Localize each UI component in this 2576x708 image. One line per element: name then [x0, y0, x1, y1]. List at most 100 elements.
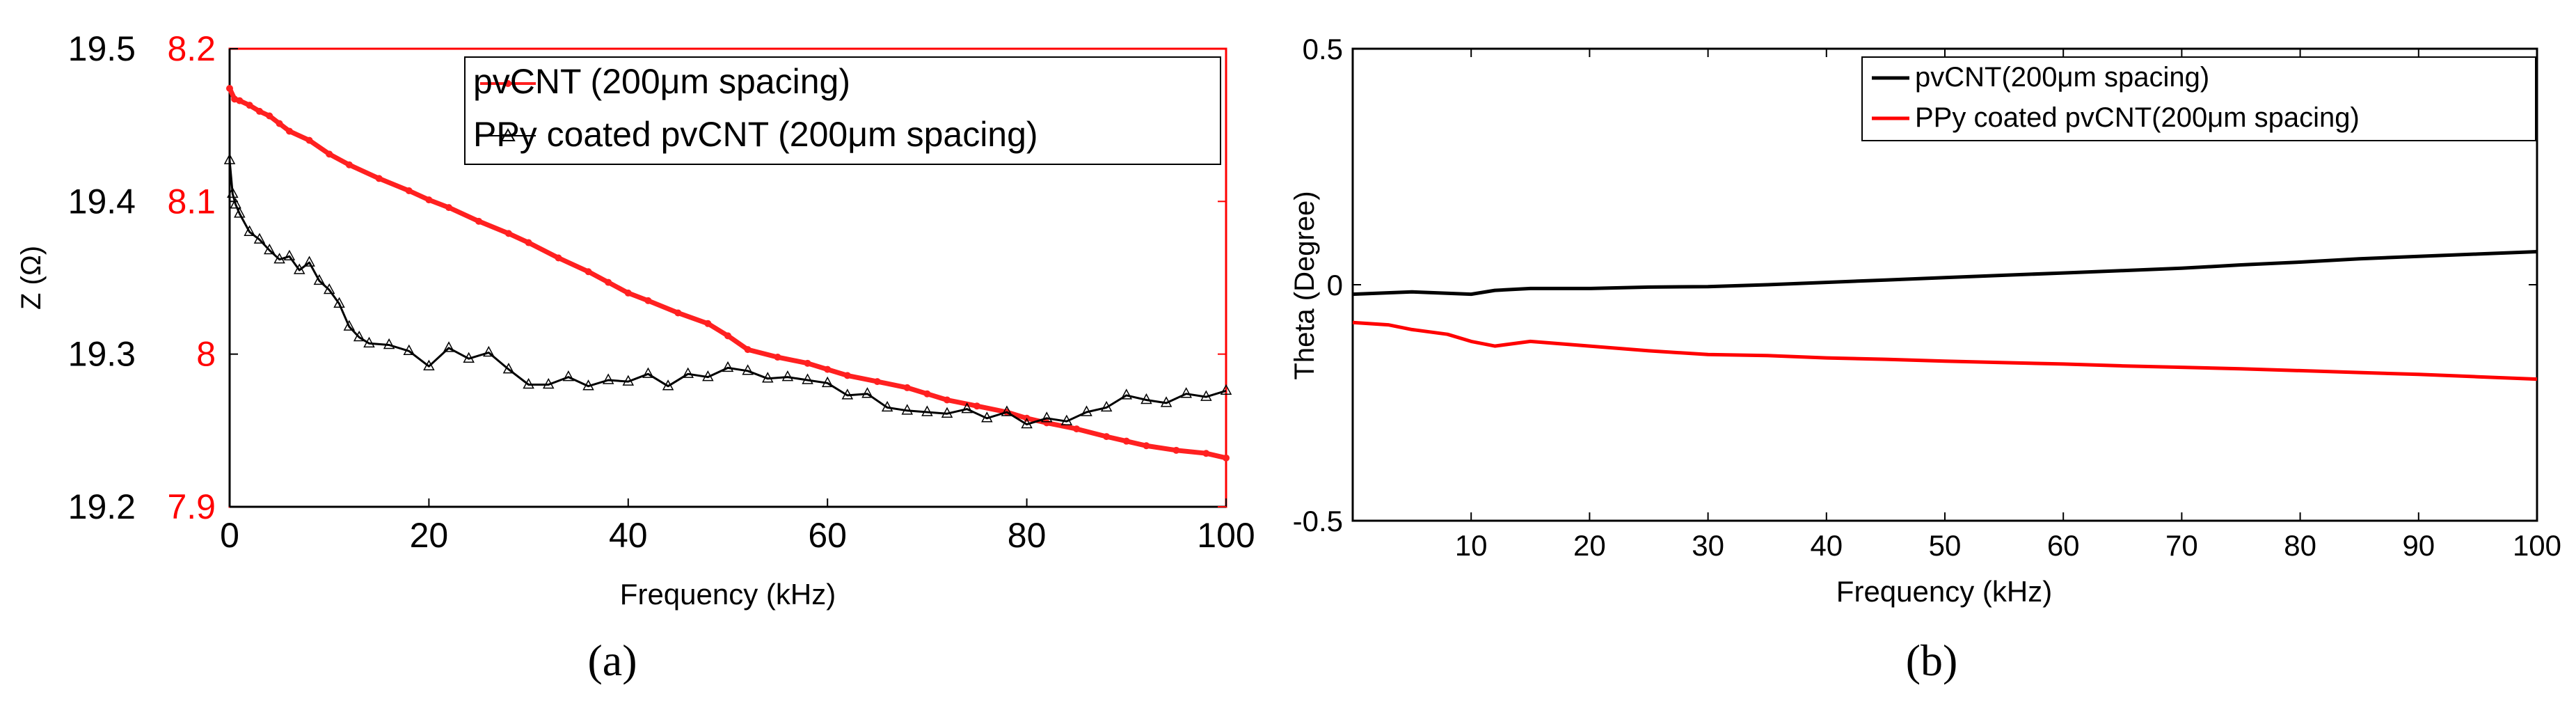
- a-series-0-point: [405, 187, 413, 194]
- b-y-tick-label: 0: [1327, 269, 1343, 301]
- legend-a-pvcnt-label: pvCNT (200μm spacing): [473, 62, 850, 101]
- a-series-1-point: [343, 320, 356, 331]
- a-series-0-point: [724, 332, 731, 340]
- b-x-tick-label: 40: [1810, 529, 1843, 562]
- a-series-0-point: [644, 297, 652, 304]
- b-series-0-line: [1352, 250, 2538, 297]
- a-series-0-point: [255, 107, 263, 115]
- panel-b: 10 20 30 40 50 60 70 80 90 100 -0.5 0 0.5 pvCNT(200μ…: [1289, 33, 2561, 685]
- a-series-1-point: [1081, 405, 1092, 416]
- legend-b-ppy-label: PPy coated pvCNT(200μm spacing): [1915, 102, 2360, 133]
- b-x-tick-label: 20: [1573, 529, 1606, 562]
- a-series-1-point: [244, 225, 255, 236]
- a-series-1-point: [234, 207, 246, 218]
- a-series-1-point: [463, 352, 475, 363]
- a-series-1-point: [303, 255, 315, 267]
- a-series-1-point: [227, 187, 239, 198]
- a-series-0-point: [1223, 454, 1230, 462]
- b-x-tick-label: 50: [1929, 529, 1962, 562]
- legend-a-ppy-label: PPy coated pvCNT (200μm spacing): [473, 115, 1038, 154]
- a-series-0-point: [375, 175, 383, 182]
- a-series-1-point: [981, 411, 993, 423]
- panel-a-ticks-layer: 0 20 40 60 80 100 19.2 19.3 19.4 19.5 7.9 8 8.1 8.2: [68, 29, 1255, 555]
- a-series-0-point: [266, 112, 273, 120]
- a-series-0-point: [305, 136, 313, 144]
- a-y-right-tick-label: 7.9: [167, 487, 216, 526]
- panel-a: 0 20 40 60 80 100 19.2 19.3 19.4 19.5 7.9 8 8.1 8.2 p…: [16, 29, 1255, 685]
- a-series-1-point: [1220, 384, 1232, 395]
- panel-a-x-axis-label: Frequency (kHz): [620, 578, 836, 611]
- panel-a-y-axis-label: Z (Ω): [16, 246, 47, 310]
- a-series-1-point: [443, 341, 455, 352]
- a-y-left-tick-label: 19.2: [68, 487, 136, 526]
- a-series-1-point: [1200, 390, 1212, 401]
- a-series-1-point: [562, 370, 575, 381]
- a-series-1-point: [1140, 393, 1152, 404]
- a-series-0-point: [555, 254, 562, 262]
- a-series-0-point: [873, 378, 881, 386]
- a-y-right-tick-label: 8.2: [167, 29, 216, 68]
- legend-a-pvcnt-marker: [504, 80, 511, 87]
- a-series-1-line: [228, 159, 1227, 426]
- panel-b-legend-box: [1861, 56, 2536, 141]
- b-y-tick-label: 0.5: [1303, 33, 1343, 65]
- a-x-tick-label: 0: [220, 516, 239, 555]
- a-series-1-point: [781, 370, 794, 381]
- a-series-1-point: [742, 364, 754, 375]
- a-series-1-point: [1021, 417, 1033, 429]
- a-series-1-point: [642, 367, 654, 378]
- a-series-0-point: [1143, 442, 1150, 450]
- a-series-1-point: [403, 344, 415, 356]
- a-series-1-point: [353, 330, 365, 342]
- a-series-1-point: [821, 376, 834, 388]
- a-series-1-point: [383, 338, 395, 349]
- a-series-0-point: [236, 97, 244, 104]
- a-series-0-point: [1073, 425, 1081, 433]
- b-x-tick-label: 90: [2402, 529, 2435, 562]
- a-series-1-point: [323, 283, 335, 294]
- panel-a-caption: (a): [587, 636, 637, 685]
- panel-a-series-layer: [223, 85, 1232, 462]
- a-series-1-point: [1001, 405, 1013, 416]
- a-series-0-point: [1172, 446, 1180, 454]
- panel-b-caption: (b): [1906, 636, 1958, 685]
- a-series-0-point: [1103, 433, 1111, 441]
- a-series-0-point: [285, 127, 293, 135]
- a-series-1-point: [762, 372, 774, 383]
- a-series-1-point: [1120, 388, 1133, 400]
- a-series-1-point: [941, 407, 953, 418]
- a-series-0-point: [1202, 450, 1210, 457]
- a-x-tick-label: 100: [1197, 516, 1255, 555]
- a-series-1-point: [622, 375, 635, 386]
- a-series-1-point: [363, 336, 375, 348]
- a-x-tick-label: 20: [410, 516, 449, 555]
- a-series-1-point: [483, 345, 495, 357]
- a-y-left-tick-label: 19.3: [68, 335, 136, 374]
- a-series-1-point: [1160, 396, 1172, 407]
- a-series-0-point: [824, 365, 832, 373]
- a-series-1-point: [722, 361, 734, 372]
- a-series-0-point: [843, 372, 851, 379]
- a-series-1-point: [502, 363, 515, 374]
- a-y-right-tick-label: 8.1: [167, 182, 216, 221]
- a-series-1-point: [223, 153, 236, 164]
- b-series-1-line: [1352, 320, 2538, 381]
- a-series-0-point: [973, 402, 980, 410]
- a-series-1-point: [264, 243, 276, 255]
- a-series-1-point: [662, 379, 674, 391]
- b-x-tick-label: 60: [2047, 529, 2080, 562]
- a-series-1-point: [841, 388, 854, 400]
- a-series-0-point: [605, 278, 612, 286]
- a-series-0-point: [345, 161, 353, 168]
- a-y-right-tick-label: 8: [196, 335, 216, 374]
- a-series-1-point: [802, 373, 813, 384]
- b-y-tick-label: -0.5: [1293, 505, 1343, 537]
- panel-a-legend-box: [464, 56, 1221, 165]
- a-series-0-point: [744, 346, 752, 354]
- a-series-1-point: [333, 297, 345, 308]
- a-series-1-point: [283, 249, 296, 261]
- a-series-1-point: [1040, 411, 1053, 423]
- a-series-1-point: [602, 373, 614, 384]
- b-x-tick-label: 30: [1692, 529, 1724, 562]
- a-series-1-point: [682, 367, 694, 378]
